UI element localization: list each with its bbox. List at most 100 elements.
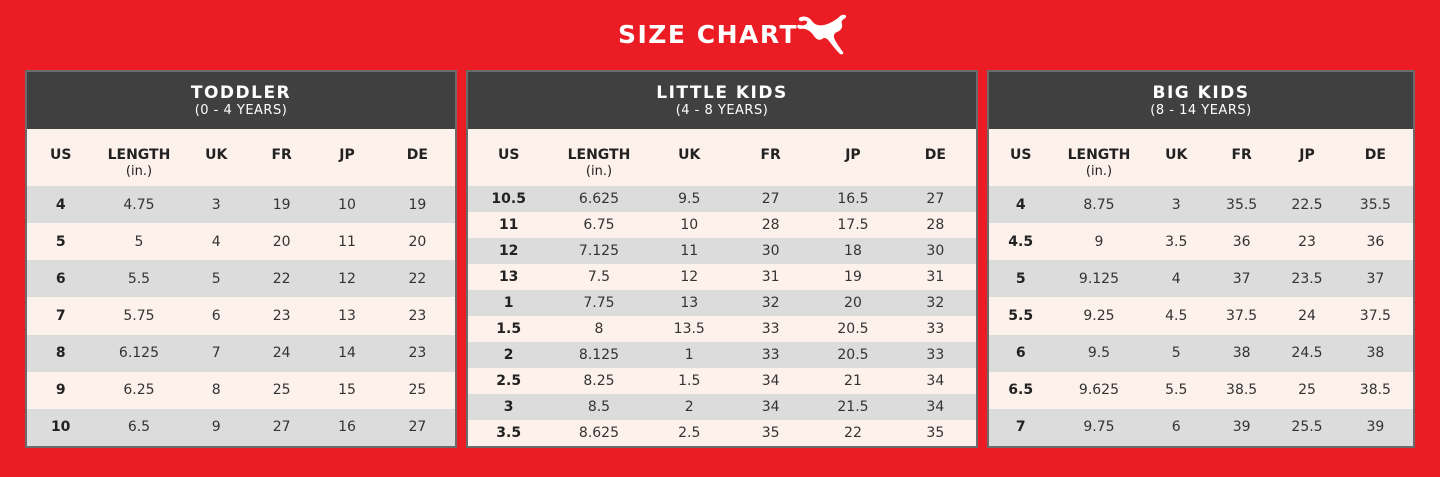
cell-length: 8.25 [583,373,615,389]
cell-de: 36 [1366,233,1385,250]
column-header-fr: FR [249,129,314,186]
table-row: 12 7.125 11 30 18 30 [468,238,976,264]
cell-uk: 11 [680,243,699,259]
cell-fr: 27 [761,191,780,207]
cell-jp: 18 [844,243,862,259]
cell-uk: 12 [680,269,699,285]
table-body: 4 8.75 3 35.5 22.5 35.5 4.5 9 3.5 36 23 36 5 9.125 4 37… [989,186,1413,446]
column-header-fr: FR [730,129,811,186]
cell-length: 6.75 [583,217,615,233]
cell-fr: 20 [272,233,291,250]
cell-us: 12 [498,243,519,259]
cell-jp: 16 [338,419,356,436]
cell-fr: 38 [1232,345,1251,362]
cell-fr: 25 [272,382,291,399]
cell-de: 33 [926,321,945,337]
column-header-length: LENGTH (in.) [549,129,648,186]
cell-us: 5.5 [1008,307,1034,324]
cell-jp: 12 [338,270,356,287]
cell-fr: 34 [761,373,780,389]
cell-de: 32 [926,295,945,311]
table-title: TODDLER [190,83,292,103]
cell-jp: 10 [338,196,356,213]
cell-uk: 3.5 [1165,233,1188,250]
table-row: 4 4.75 3 19 10 19 [27,186,455,224]
column-header-length: LENGTH (in.) [1052,129,1145,186]
table-row: 5 5 4 20 11 20 [27,223,455,261]
table-subtitle: (4 - 8 YEARS) [675,103,769,118]
cell-de: 25 [408,382,427,399]
cell-length: 7.75 [583,295,615,311]
cell-jp: 21.5 [837,399,869,415]
column-header-jp: JP [1276,129,1337,186]
table-header-toddler: TODDLER (0 - 4 YEARS) [27,72,455,129]
cell-fr: 23 [272,307,291,324]
cell-length: 5 [134,233,144,250]
cell-fr: 28 [761,217,780,233]
cell-de: 19 [408,196,427,213]
column-label: LENGTH [1067,147,1131,163]
size-table-big-kids: BIG KIDS (8 - 14 YEARS) US LENGTH (in.) UK FR J… [987,70,1415,448]
cell-length: 6.25 [123,382,155,399]
cell-de: 30 [926,243,945,259]
column-label: US [49,147,72,163]
cell-fr: 22 [272,270,291,287]
table-row: 13 7.5 12 31 19 31 [468,264,976,290]
cell-uk: 3 [1171,196,1181,213]
cell-de: 23 [408,345,427,362]
table-row: 2.5 8.25 1.5 34 21 34 [468,368,976,394]
cell-uk: 13 [680,295,699,311]
cell-de: 23 [408,307,427,324]
cell-us: 4 [1015,196,1026,213]
cell-fr: 33 [761,321,780,337]
table-row: 7 5.75 6 23 13 23 [27,297,455,335]
table-row: 3 8.5 2 34 21.5 34 [468,394,976,420]
cell-us: 6.5 [1008,382,1034,399]
cell-us: 4.5 [1008,233,1034,250]
cell-uk: 4 [211,233,221,250]
cell-us: 1.5 [496,321,522,337]
cell-us: 4 [55,196,66,213]
cell-uk: 1.5 [678,373,701,389]
column-header-uk: UK [649,129,730,186]
cell-uk: 13.5 [673,321,705,337]
cell-fr: 30 [761,243,780,259]
table-row: 6.5 9.625 5.5 38.5 25 38.5 [989,371,1413,409]
cell-us: 2 [503,347,514,363]
cell-us: 9 [55,382,66,399]
column-label: FR [1231,147,1252,163]
cell-length: 6.625 [578,191,620,207]
cell-length: 8.5 [587,399,611,415]
column-label: LENGTH [567,147,631,163]
table-title: BIG KIDS [1152,83,1250,103]
cell-de: 37 [1366,270,1385,287]
column-label: FR [760,147,781,163]
size-table-little-kids: LITTLE KIDS (4 - 8 YEARS) US LENGTH (in.) UK F… [466,70,978,448]
cell-jp: 19 [844,269,862,285]
cell-fr: 38.5 [1226,382,1258,399]
column-label: DE [406,147,428,163]
cell-uk: 2.5 [678,425,701,441]
table-row: 5.5 9.25 4.5 37.5 24 37.5 [989,297,1413,335]
column-header-jp: JP [811,129,894,186]
cell-jp: 20 [844,295,862,311]
column-unit: (in.) [125,164,153,179]
cell-us: 3 [503,399,514,415]
cell-jp: 15 [338,382,356,399]
cell-uk: 5.5 [1165,382,1188,399]
cell-us: 13 [498,269,519,285]
cell-length: 8.75 [1083,196,1115,213]
cell-fr: 37.5 [1226,307,1258,324]
column-label: UK [1165,147,1188,163]
cell-fr: 39 [1232,419,1251,436]
cell-uk: 3 [211,196,221,213]
cell-length: 5.5 [127,270,151,287]
cell-length: 7.125 [578,243,620,259]
column-header-row: US LENGTH (in.) UK FR JP DE [468,129,976,186]
column-label: DE [1364,147,1386,163]
cell-length: 9 [1094,233,1104,250]
column-header-us: US [27,129,94,186]
column-header-row: US LENGTH (in.) UK FR JP DE [27,129,455,186]
cell-jp: 11 [338,233,356,250]
column-label: JP [339,147,355,163]
